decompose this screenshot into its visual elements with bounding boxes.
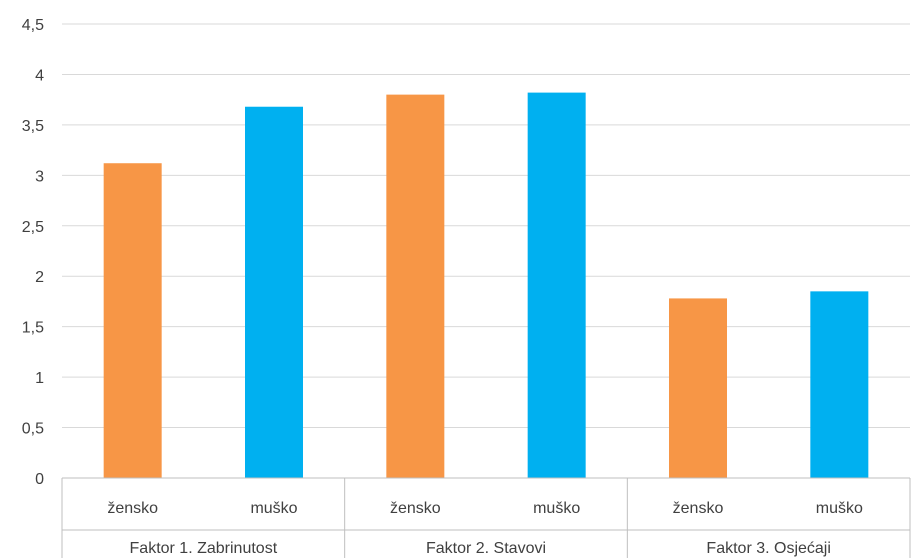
x-axis <box>61 477 911 558</box>
y-axis-ticks: 0 0,5 1 1,5 2 2,5 3 3,5 4 4,5 <box>22 17 44 488</box>
gridlines <box>62 23 910 429</box>
x-axis-category-labels: žensko muško žensko muško žensko muško <box>107 500 863 517</box>
y-tick-label: 4,5 <box>22 17 44 34</box>
x-category-label: žensko <box>107 500 158 517</box>
x-group-label: Faktor 3. Osjećaji <box>706 540 830 557</box>
x-category-label: muško <box>533 500 580 517</box>
bar-zensko-1 <box>103 163 162 478</box>
bar-zensko-2 <box>386 94 445 478</box>
y-tick-label: 0 <box>35 471 44 488</box>
y-tick-label: 1,5 <box>22 320 44 337</box>
bars <box>103 92 869 479</box>
y-tick-label: 0,5 <box>22 421 44 438</box>
y-tick-label: 3,5 <box>22 118 44 135</box>
bar-musko-3 <box>810 291 869 478</box>
bar-musko-2 <box>527 92 586 479</box>
y-tick-label: 2 <box>35 269 44 286</box>
x-axis-group-labels: Faktor 1. Zabrinutost Faktor 2. Stavovi Fa… <box>130 540 831 557</box>
y-tick-label: 3 <box>35 168 44 185</box>
x-category-label: muško <box>250 500 297 517</box>
bar-musko-1 <box>245 106 303 479</box>
x-group-label: Faktor 1. Zabrinutost <box>130 540 278 557</box>
bar-zensko-3 <box>669 298 727 478</box>
x-group-label: Faktor 2. Stavovi <box>426 540 546 557</box>
y-tick-label: 2,5 <box>22 219 44 236</box>
y-tick-label: 1 <box>35 370 44 387</box>
x-category-label: muško <box>816 500 863 517</box>
y-tick-label: 4 <box>35 67 44 84</box>
x-category-label: žensko <box>673 500 724 517</box>
x-category-label: žensko <box>390 500 441 517</box>
